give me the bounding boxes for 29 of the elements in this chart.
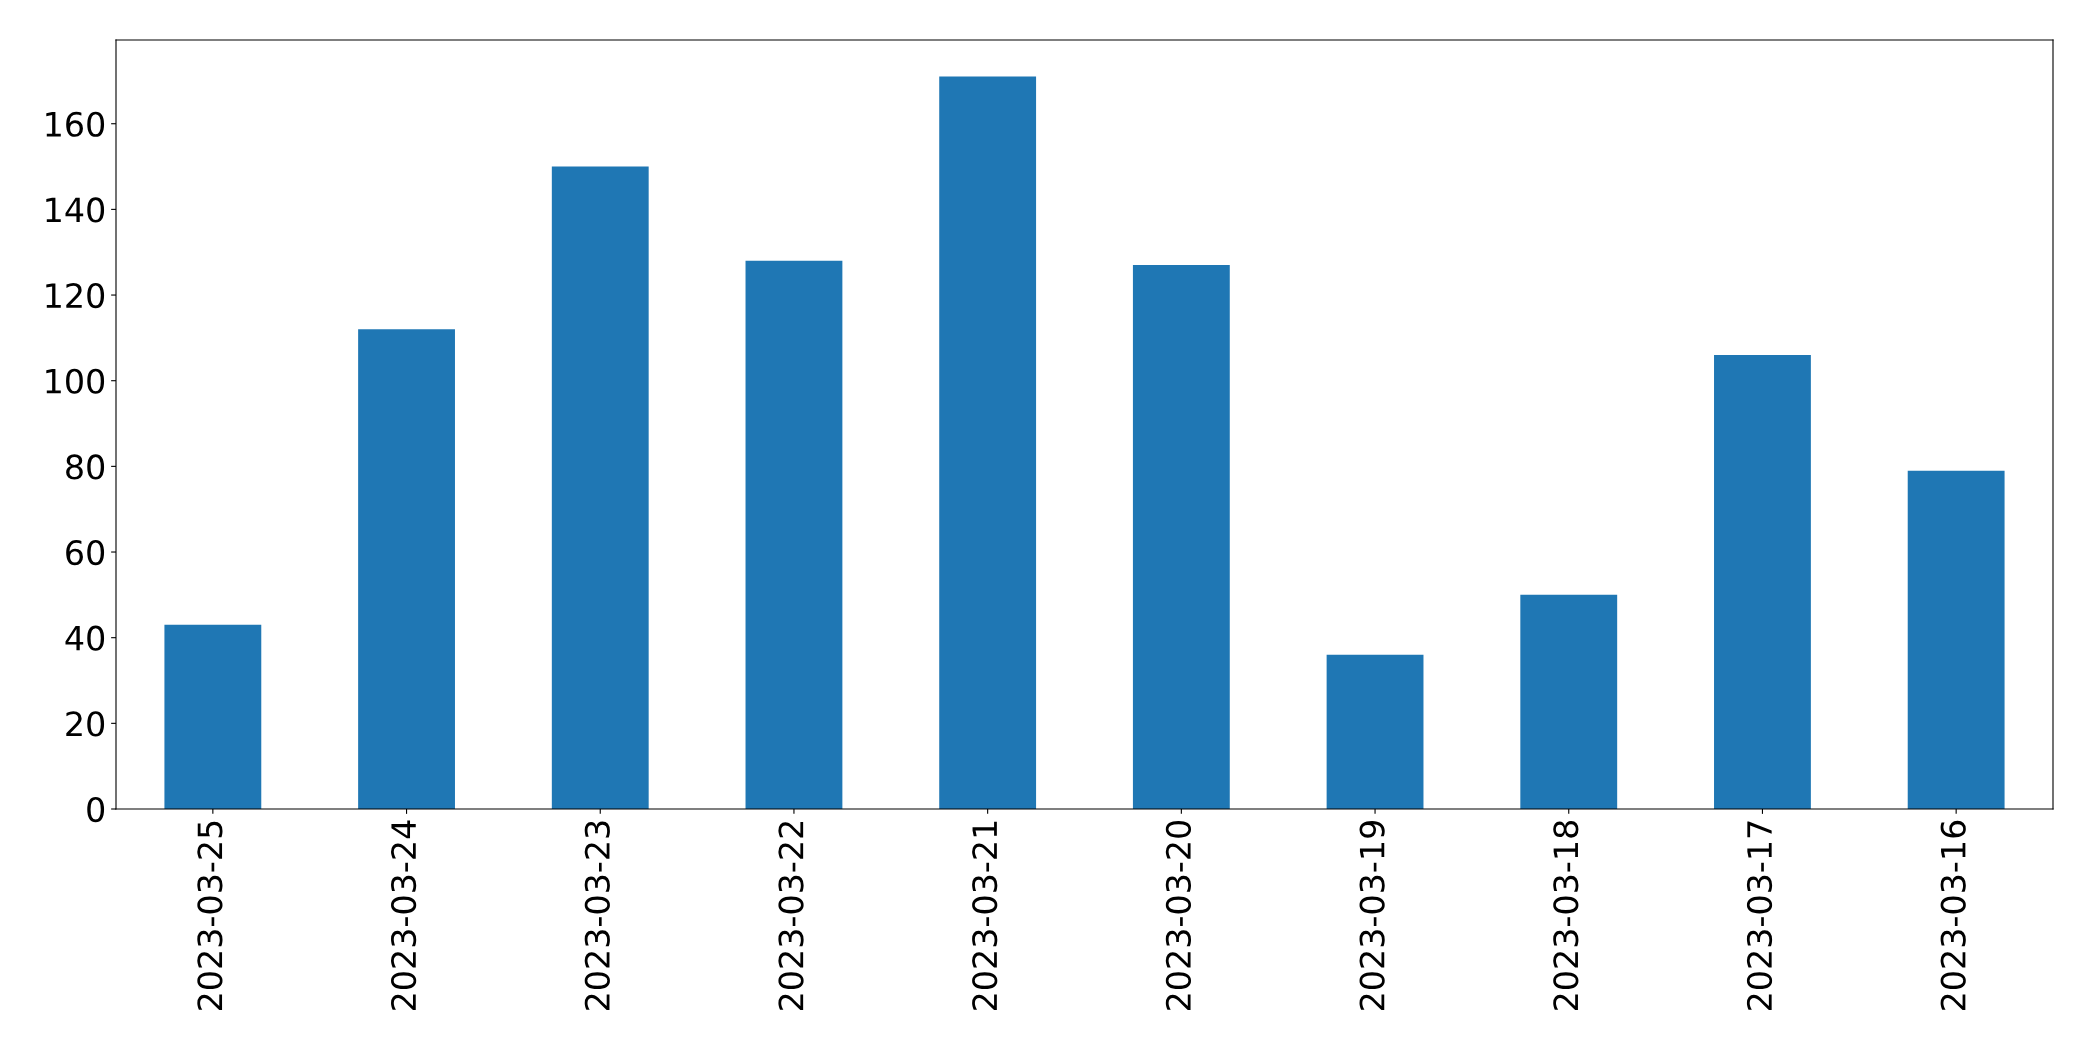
y-tick-label: 40 bbox=[65, 625, 105, 651]
x-tick-label: 2023-03-25 bbox=[197, 821, 223, 1010]
x-tick-label: 2023-03-24 bbox=[391, 820, 417, 1010]
y-tick-label: 120 bbox=[46, 282, 105, 309]
y-tick-label: 60 bbox=[66, 539, 105, 566]
y-tick-label: 160 bbox=[46, 111, 105, 137]
bar bbox=[939, 76, 1037, 809]
bar bbox=[1714, 355, 1811, 809]
y-tick-label: 20 bbox=[66, 711, 105, 737]
x-tick-label: 2023-03-21 bbox=[972, 821, 998, 1010]
x-tick-label: 2023-03-23 bbox=[584, 821, 610, 1010]
bar bbox=[745, 260, 843, 809]
bar bbox=[1132, 265, 1230, 809]
y-tick-label: 100 bbox=[46, 368, 105, 394]
bar bbox=[551, 166, 649, 809]
bar bbox=[1520, 594, 1618, 809]
x-tick-label: 2023-03-17 bbox=[1746, 821, 1773, 1010]
x-tick-label: 2023-03-22 bbox=[778, 822, 804, 1010]
x-tick-label: 2023-03-18 bbox=[1553, 821, 1579, 1010]
y-tick-label: 140 bbox=[46, 197, 105, 223]
x-tick-label: 2023-03-20 bbox=[1165, 820, 1192, 1010]
y-tick-label: 80 bbox=[66, 454, 105, 480]
x-tick-label: 2023-03-19 bbox=[1359, 821, 1385, 1010]
bar bbox=[164, 624, 262, 809]
bar bbox=[1907, 470, 2005, 809]
bar bbox=[358, 329, 455, 809]
x-tick-label: 2023-03-16 bbox=[1940, 820, 1966, 1010]
bar bbox=[1326, 654, 1424, 809]
y-tick-label: 0 bbox=[87, 796, 105, 823]
